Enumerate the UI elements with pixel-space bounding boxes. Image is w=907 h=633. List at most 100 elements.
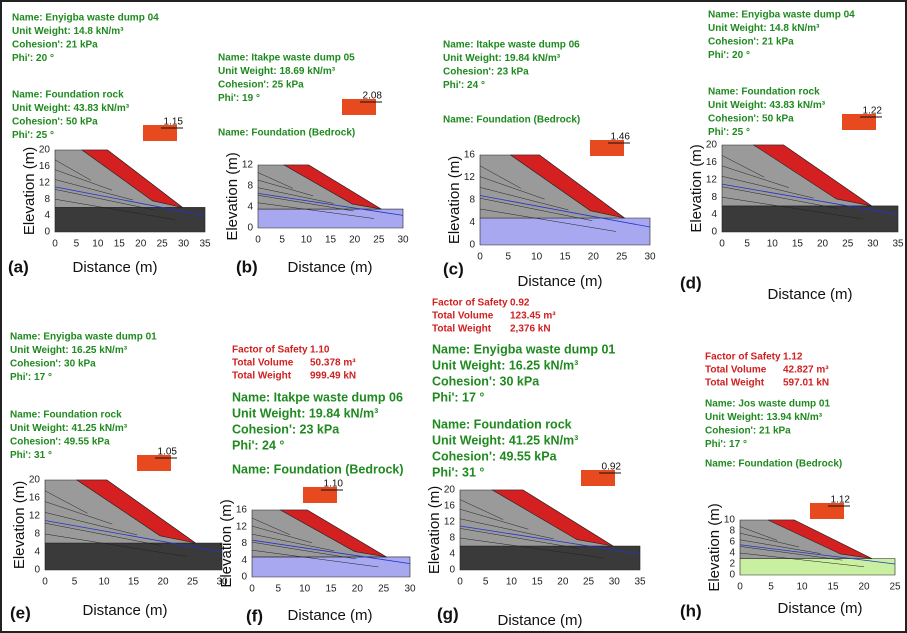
- summary-value: 0.92: [510, 298, 530, 309]
- y-tick-label: 16: [444, 501, 456, 512]
- water-line: [739, 544, 896, 565]
- x-tick-label: 20: [588, 252, 600, 263]
- y-tick-label: 8: [34, 529, 40, 540]
- foundation-info: Name: Foundation rock: [708, 87, 820, 98]
- slice-line: [251, 549, 379, 568]
- x-axis-title: Distance (m): [497, 612, 582, 629]
- slice-line: [44, 501, 113, 525]
- x-tick-label: 30: [397, 235, 409, 246]
- fos-legend: [842, 114, 876, 130]
- foundation-info: Name: Foundation (Bedrock): [443, 115, 580, 126]
- material-info: Unit Weight: 19.84 kN/m³: [443, 53, 561, 64]
- x-tick-label: 20: [349, 235, 361, 246]
- panel-label: (a): [8, 257, 29, 276]
- foundation-info: Cohesion': 50 kPa: [708, 114, 794, 125]
- summary-key: Total Volume: [232, 358, 294, 369]
- y-tick-label: 12: [39, 177, 51, 188]
- y-tick-label: 8: [729, 526, 735, 537]
- summary-value: 123.45 m³: [510, 311, 556, 322]
- panel-label: (d): [680, 273, 702, 292]
- slice-line: [739, 532, 799, 548]
- slip-wedge: [767, 519, 872, 559]
- x-tick-label: 5: [768, 582, 774, 593]
- slice-line: [54, 198, 176, 220]
- foundation-info: Name: Foundation (Bedrock): [705, 459, 842, 470]
- slip-wedge: [75, 479, 196, 544]
- summary-value: 999.49 kN: [310, 371, 356, 382]
- y-tick-label: 4: [711, 209, 717, 220]
- foundation-info: Unit Weight: 41.25 kN/m³: [432, 433, 578, 447]
- x-axis-title: Distance (m): [72, 259, 157, 276]
- material-info: Cohesion': 21 kPa: [708, 37, 794, 48]
- water-line: [44, 520, 223, 553]
- x-axis-title: Distance (m): [287, 607, 372, 624]
- y-tick-label: 0: [34, 565, 40, 576]
- x-tick-label: 15: [325, 235, 337, 246]
- y-axis-title: Elevation (m): [688, 144, 705, 232]
- panel-label: (e): [10, 603, 31, 622]
- y-tick-label: 12: [464, 172, 476, 183]
- material-info: Unit Weight: 16.25 kN/m³: [10, 345, 128, 356]
- x-tick-label: 25: [157, 239, 169, 250]
- material-info: Name: Itakpe waste dump 06: [232, 390, 403, 404]
- panel-label: (f): [246, 606, 263, 625]
- material-info: Phi': 20 °: [708, 50, 750, 61]
- y-tick-label: 16: [29, 493, 41, 504]
- fos-legend: [137, 455, 171, 471]
- material-info: Name: Enyigba waste dump 01: [10, 332, 157, 343]
- x-tick-label: 15: [114, 239, 126, 250]
- y-axis-title: Elevation (m): [218, 499, 235, 587]
- x-tick-label: 30: [404, 584, 416, 595]
- y-axis-title: Elevation (m): [11, 481, 28, 569]
- y-tick-label: 12: [444, 517, 456, 528]
- x-tick-label: 10: [301, 235, 313, 246]
- slice-line: [479, 176, 545, 200]
- x-axis-title: Distance (m): [287, 259, 372, 276]
- y-tick-label: 4: [449, 549, 455, 560]
- panel-label: (b): [236, 257, 258, 276]
- y-tick-label: 4: [247, 202, 253, 213]
- slice-line: [459, 508, 529, 530]
- water-line: [257, 192, 404, 216]
- foundation-info: Cohesion': 50 kPa: [12, 117, 98, 128]
- slice-line: [479, 187, 569, 211]
- x-tick-label: 30: [178, 239, 190, 250]
- slice-line: [459, 518, 554, 540]
- slice-line: [721, 186, 839, 209]
- slice-line: [459, 537, 605, 559]
- fos-legend: [342, 99, 376, 115]
- material-info: Unit Weight: 18.69 kN/m³: [218, 66, 336, 77]
- y-tick-label: 0: [247, 223, 253, 234]
- summary-key: Total Weight: [232, 371, 292, 382]
- material-info: Phi': 17 °: [432, 390, 484, 404]
- slip-wedge: [81, 149, 183, 208]
- y-tick-label: 2: [729, 559, 735, 570]
- material-info: Cohesion': 25 kPa: [218, 80, 304, 91]
- slip-wedge: [509, 154, 625, 219]
- foundation-info: Phi': 25 °: [12, 130, 54, 141]
- summary-key: Total Volume: [432, 311, 494, 322]
- y-tick-label: 0: [241, 572, 247, 583]
- y-tick-label: 16: [706, 157, 718, 168]
- x-tick-label: 5: [506, 252, 512, 263]
- material-info: Phi': 17 °: [705, 439, 747, 450]
- slice-line: [721, 155, 765, 178]
- material-info: Cohesion': 23 kPa: [232, 422, 340, 436]
- x-tick-label: 25: [187, 577, 199, 588]
- material-info: Cohesion': 30 kPa: [10, 359, 96, 370]
- factor-of-safety: 1.12: [831, 495, 851, 506]
- slice-line: [54, 159, 92, 181]
- fos-legend: [581, 470, 615, 486]
- slice-line: [251, 533, 335, 552]
- summary-key: Factor of Safety: [432, 298, 508, 309]
- summary-key: Total Weight: [705, 378, 765, 389]
- slip-wedge: [752, 144, 872, 207]
- slice-line: [44, 522, 162, 546]
- x-tick-label: 15: [532, 577, 544, 588]
- x-tick-label: 10: [531, 252, 543, 263]
- y-tick-label: 0: [449, 565, 455, 576]
- y-tick-label: 8: [247, 181, 253, 192]
- foundation-info: Unit Weight: 43.83 kN/m³: [708, 100, 826, 111]
- x-tick-label: 5: [483, 577, 489, 588]
- slice-line: [44, 490, 88, 514]
